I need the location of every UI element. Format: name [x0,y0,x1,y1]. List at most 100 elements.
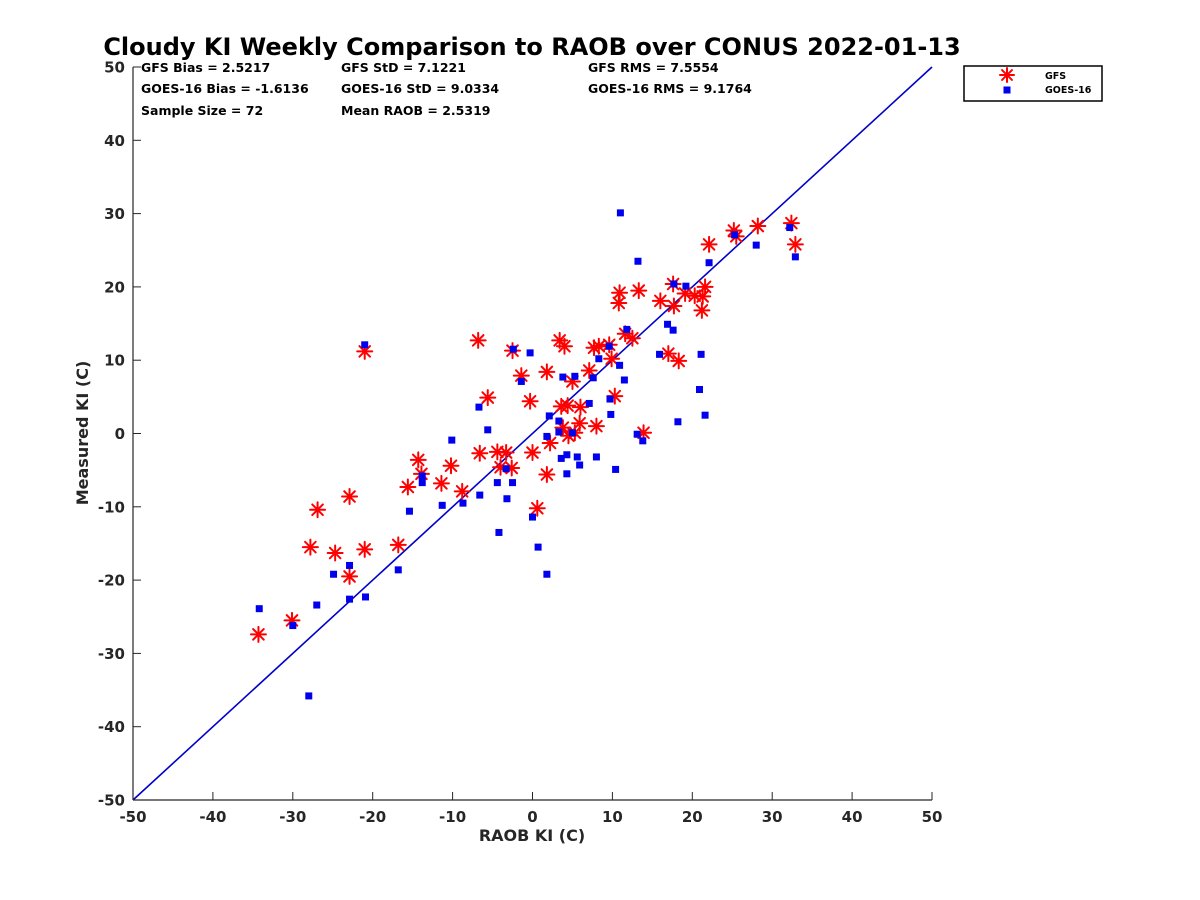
axes-frame [132,67,932,801]
gfs-point [453,482,471,500]
goes-16-point [701,411,709,419]
goes-16-point [705,259,713,267]
x-tick-label: 10 [602,808,623,826]
goes-16-point [568,429,576,437]
gfs-point [521,392,539,410]
goes-16-point [493,479,501,487]
gfs-point [749,217,767,235]
gfs-point [665,297,683,315]
goes-16-point [418,479,426,487]
x-tick-label: 40 [842,808,863,826]
gfs-point [432,474,450,492]
legend: GFS GOES-16 [963,65,1103,102]
x-tick-label: 20 [682,808,703,826]
goes-16-point [791,253,799,261]
goes-16-point [559,373,567,381]
goes-16-point [555,428,563,436]
gfs-point [611,284,629,302]
gfs-point [696,278,714,296]
gfs-point [559,397,577,415]
goes-16-point [606,395,614,403]
gfs-point [356,540,374,558]
gfs-point [538,466,556,484]
legend-gfs-label: GFS [1045,71,1066,82]
goes-16-point [573,453,581,461]
y-tick-label: 40 [104,132,125,150]
x-tick-label: -30 [279,808,306,826]
stat-goes-std: GOES-16 StD = 9.0334 [341,81,499,96]
goes-16-point [563,451,571,459]
gfs-point [479,389,497,407]
goes-16-point [571,372,579,380]
y-tick-label: -40 [98,718,125,736]
goes-16-point [545,412,553,420]
stat-gfs-rms: GFS RMS = 7.5554 [588,60,719,75]
gfs-point [497,444,515,462]
x-tick-label: 30 [762,808,783,826]
goes-16-point [731,231,739,239]
legend-gfs-marker [999,67,1015,83]
stat-mean-raob: Mean RAOB = 2.5319 [341,103,490,118]
gfs-point [590,337,608,355]
gfs-point [409,451,427,469]
x-tick-label: -10 [439,808,466,826]
gfs-point [659,345,677,363]
goes-16-point [509,345,517,353]
goes-16-point [517,377,525,385]
goes-16-point [495,528,503,536]
gfs-point [469,331,487,349]
goes-16-point [656,350,664,358]
goes-16-point [418,472,426,480]
goes-16-point [503,495,511,503]
gfs-point [630,282,648,300]
goes-16-point [752,241,760,249]
goes-16-point [346,595,354,603]
gfs-point [301,538,319,556]
goes-16-point [476,491,484,499]
goes-16-point [620,376,628,384]
goes-16-point [682,282,690,290]
gfs-point [623,329,641,347]
goes-16-point [509,479,517,487]
goes-16-point [305,692,313,700]
y-tick-label: 10 [104,352,125,370]
gfs-series [249,214,804,643]
x-tick-label: 50 [922,808,943,826]
stat-sample-size: Sample Size = 72 [141,103,263,118]
gfs-point [670,352,688,370]
legend-goes-16-square [1003,86,1011,94]
gfs-point [309,501,327,519]
goes-16-point [674,418,682,426]
goes-16-point [405,507,413,515]
goes-16-point [633,430,641,438]
goes-16-point [605,342,613,350]
goes-16-point [634,257,642,265]
goes-16-point [362,593,370,601]
goes-16-point [526,349,534,357]
x-tick-label: -50 [119,808,146,826]
y-tick-label: 0 [115,425,125,443]
gfs-point [694,287,712,305]
y-axis-label: Measured KI (C) [73,361,92,506]
goes-16-point [695,386,703,394]
gfs-point [580,361,598,379]
goes-16-point [664,320,672,328]
y-tick-label: 20 [104,278,125,296]
goes-16-point [361,341,369,349]
goes-16-point [459,499,467,507]
gfs-point [326,544,344,562]
gfs-point [571,414,589,432]
stat-gfs-std: GFS StD = 7.1221 [341,60,466,75]
gfs-point [700,235,718,253]
goes-16-point [670,280,678,288]
gfs-point [587,417,605,435]
legend-box [963,65,1103,102]
y-tick-label: -20 [98,572,125,590]
goes-16-point [543,570,551,578]
x-tick-label: 0 [527,808,537,826]
goes-16-point [623,325,631,333]
goes-16-point [786,224,794,232]
legend-gfs-asterisk [999,67,1015,83]
x-tick-label: -40 [199,808,226,826]
